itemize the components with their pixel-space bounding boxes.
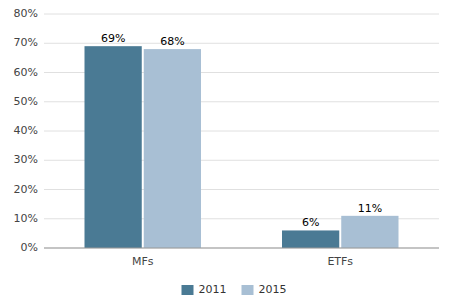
y-tick-label: 70% xyxy=(14,36,38,49)
legend: 2011 2015 xyxy=(182,283,287,296)
bar xyxy=(341,216,398,248)
bar xyxy=(144,49,201,248)
y-tick-label: 40% xyxy=(14,124,38,137)
data-label: 11% xyxy=(358,202,382,215)
x-tick-label: MFs xyxy=(132,255,154,268)
legend-swatch xyxy=(242,285,254,295)
bar xyxy=(85,46,142,248)
grid-line xyxy=(44,248,439,249)
y-tick-label: 60% xyxy=(14,66,38,79)
y-tick-label: 30% xyxy=(14,153,38,166)
data-label: 6% xyxy=(302,216,319,229)
x-tick-label: ETFs xyxy=(327,255,353,268)
chart: 0% 10% 20% 30% 40% 50% 60% 70% 80% 69% 6% 68% 11% MFs… xyxy=(0,0,453,306)
y-axis: 0% 10% 20% 30% 40% 50% 60% 70% 80% xyxy=(14,7,439,254)
legend-label: 2015 xyxy=(259,283,287,296)
legend-swatch xyxy=(182,285,194,295)
y-tick-label: 10% xyxy=(14,212,38,225)
data-labels: 69% 6% 68% 11% xyxy=(101,32,382,229)
data-label: 68% xyxy=(160,35,184,48)
y-tick-label: 0% xyxy=(21,241,38,254)
y-tick-label: 80% xyxy=(14,7,38,20)
y-tick-label: 20% xyxy=(14,183,38,196)
x-axis-line xyxy=(44,248,439,249)
grid-line xyxy=(44,14,439,15)
bar xyxy=(282,230,339,248)
y-tick-label: 50% xyxy=(14,95,38,108)
bars xyxy=(85,46,399,248)
x-axis: MFs ETFs xyxy=(132,255,353,268)
legend-label: 2011 xyxy=(199,283,227,296)
data-label: 69% xyxy=(101,32,125,45)
